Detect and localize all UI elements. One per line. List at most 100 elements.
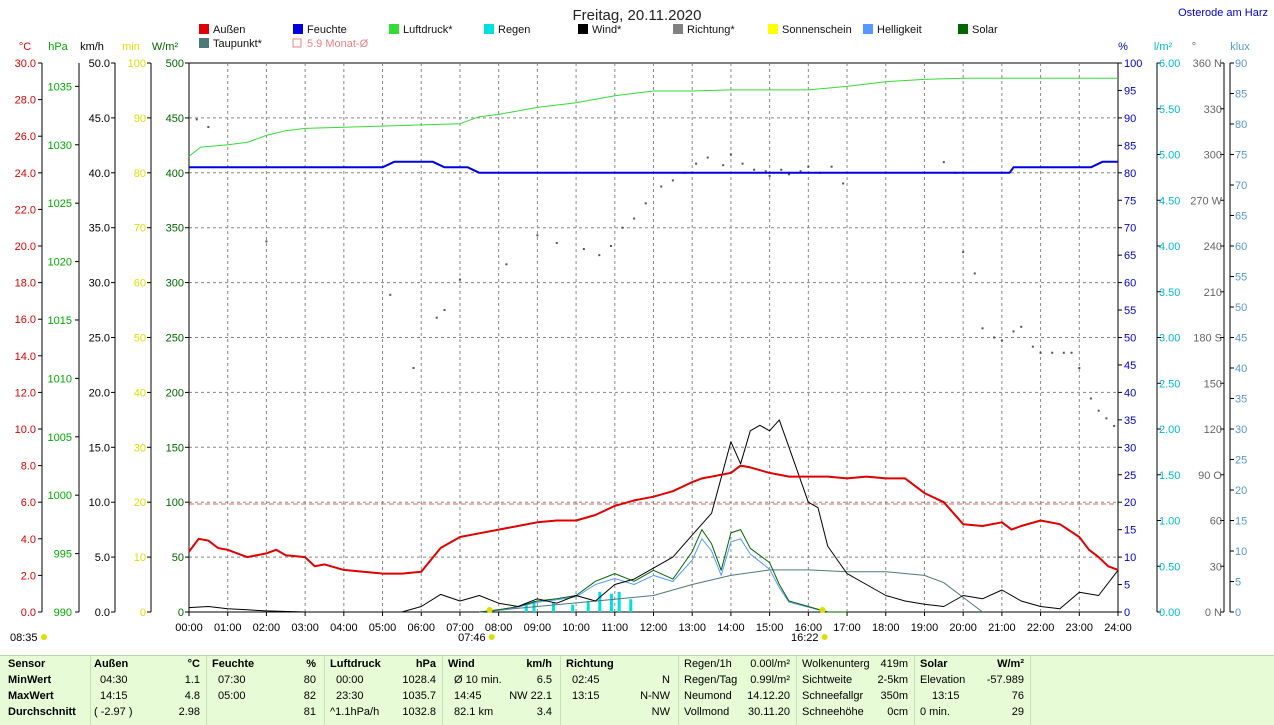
- solar-label-1: 13:15: [932, 690, 960, 702]
- direction-point: [1070, 351, 1073, 354]
- x-tick-label: 17:00: [833, 622, 861, 634]
- direction-point: [1078, 367, 1081, 369]
- axis-tick-label-direction: 180 S: [1193, 333, 1222, 345]
- axis-tick-label-direction: 60: [1210, 516, 1222, 528]
- direction-point: [598, 254, 601, 257]
- axis-tick-label-direction: 300: [1204, 150, 1222, 162]
- feuchte-min-time: 07:30: [218, 674, 246, 686]
- axis-tick-label-pressure: 1005: [48, 432, 72, 444]
- wolken-val-3: 0cm: [887, 706, 908, 718]
- axis-unit-pressure: hPa: [48, 41, 68, 53]
- direction-point: [195, 118, 198, 121]
- legend-swatch: [863, 24, 873, 34]
- axis-tick-label-rain: 5.50: [1159, 104, 1180, 116]
- axis-tick-label-wind: 45.0: [89, 113, 110, 125]
- series-feuchte: [189, 160, 1118, 174]
- wolken-val-0: 419m: [880, 658, 908, 670]
- x-tick-label: 05:00: [369, 622, 397, 634]
- axis-tick-label-solar: 500: [166, 58, 184, 70]
- axis-tick-label-brightness: 45: [1235, 333, 1247, 345]
- direction-point: [621, 226, 624, 229]
- axis-tick-label-humidity: 50: [1124, 333, 1136, 345]
- series-wind: [188, 419, 1119, 613]
- chart-legend: Außen Taupunkt* Feuchte 5.9 Monat-Ø Luftdruc…: [199, 24, 998, 50]
- axis-tick-label-temp: 18.0: [15, 278, 36, 290]
- row-label-avg: Durchschnitt: [8, 706, 76, 718]
- axis-tick-label-brightness: 35: [1235, 394, 1247, 406]
- sunset-icon: [819, 607, 826, 613]
- left-axes: 0.0 2.0 4.0 6.0 8.0 10.0 12.0 14.0 16.0 18.0 20.0 2…: [15, 58, 190, 619]
- wolken-label-0: Wolkenunterg: [802, 658, 870, 670]
- axis-tick-label-wind: 15.0: [89, 442, 110, 454]
- right-axes: 0510152025303540455055606570758085909510…: [1117, 58, 1247, 619]
- legend-label: Solar: [972, 24, 998, 36]
- axis-tick-label-pressure: 1015: [48, 315, 72, 327]
- direction-point: [1089, 397, 1092, 400]
- legend-swatch: [199, 24, 209, 34]
- direction-point: [942, 161, 945, 164]
- direction-point: [1012, 330, 1015, 333]
- luftdruck-min-time: 00:00: [336, 674, 364, 686]
- direction-point: [265, 240, 268, 243]
- axis-tick-label-humidity: 95: [1124, 85, 1136, 97]
- legend-swatch: [199, 38, 209, 48]
- aussen-min-val: 1.1: [184, 674, 200, 686]
- rain-bar: [551, 602, 555, 612]
- direction-point: [1051, 351, 1054, 354]
- rain-bar: [617, 591, 621, 612]
- axis-tick-label-solar: 0: [178, 607, 184, 619]
- luftdruck-max-val: 1035.7: [402, 690, 436, 702]
- axis-tick-label-solar: 450: [166, 113, 184, 125]
- axis-tick-label-brightness: 85: [1235, 89, 1247, 101]
- axis-tick-label-humidity: 70: [1124, 223, 1136, 235]
- x-tick-label: 01:00: [214, 622, 242, 634]
- axis-tick-label-temp: 24.0: [15, 168, 36, 180]
- rain-bar: [586, 601, 590, 612]
- direction-point: [389, 293, 392, 296]
- legend-swatch: [484, 24, 494, 34]
- feuchte-column: Feuchte% 07:30 80 05:00 82 81: [212, 656, 318, 720]
- wind-column: Wind km/h Ø 10 min. 6.5 14:45 NW 22.1 82.1 …: [448, 656, 554, 720]
- sun-markers: 07:46 16:22 08:35: [10, 607, 828, 644]
- axis-tick-label-humidity: 85: [1124, 140, 1136, 152]
- legend-swatch: [389, 24, 399, 34]
- direction-point: [660, 185, 663, 188]
- direction-point: [435, 316, 438, 319]
- direction-point: [981, 327, 984, 330]
- axis-tick-label-humidity: 20: [1124, 497, 1136, 509]
- legend-item-0: Außen: [199, 24, 245, 36]
- feuchte-min-val: 80: [303, 674, 316, 686]
- legend-label: Helligkeit: [877, 24, 922, 36]
- richtung-avg-val: NW: [651, 706, 670, 718]
- luftdruck-max-time: 23:30: [336, 690, 364, 702]
- x-tick-label: 09:00: [524, 622, 552, 634]
- axis-tick-label-rain: 6.00: [1159, 58, 1180, 70]
- axis-tick-label-rain: 1.00: [1159, 516, 1180, 528]
- regen-val-3: 30.11.20: [747, 706, 790, 718]
- location-label: Osterode am Harz: [1178, 7, 1268, 19]
- richtung-max-val: N-NW: [640, 690, 670, 702]
- solar-column: Solar W/m² Elevation -57.989 13:15 76 0 min…: [920, 656, 1026, 720]
- axis-tick-label-rain: 3.00: [1159, 333, 1180, 345]
- axis-tick-label-direction: 210: [1204, 287, 1222, 299]
- axis-tick-label-pressure: 1010: [48, 373, 72, 385]
- direction-point: [582, 248, 585, 251]
- direction-point: [1062, 351, 1065, 354]
- axis-tick-label-humidity: 15: [1124, 525, 1136, 537]
- richtung-min-val: N: [662, 674, 670, 686]
- direction-point: [753, 168, 756, 171]
- chart-title: Freitag, 20.11.2020: [573, 7, 702, 24]
- sunrise-icon: [486, 607, 493, 613]
- legend-swatch: [578, 24, 588, 34]
- axis-unit-sunshine: min: [122, 41, 140, 53]
- axis-tick-label-brightness: 60: [1235, 241, 1247, 253]
- data-series: [188, 77, 1119, 613]
- direction-point: [764, 170, 767, 173]
- aussen-unit: °C: [187, 658, 200, 670]
- x-tick-label: 12:00: [640, 622, 668, 634]
- direction-point: [1105, 417, 1108, 420]
- legend-label: Regen: [498, 24, 530, 36]
- axis-tick-label-rain: 2.50: [1159, 378, 1180, 390]
- wolken-val-2: 350m: [880, 690, 908, 702]
- wolken-val-1: 2-5km: [877, 674, 908, 686]
